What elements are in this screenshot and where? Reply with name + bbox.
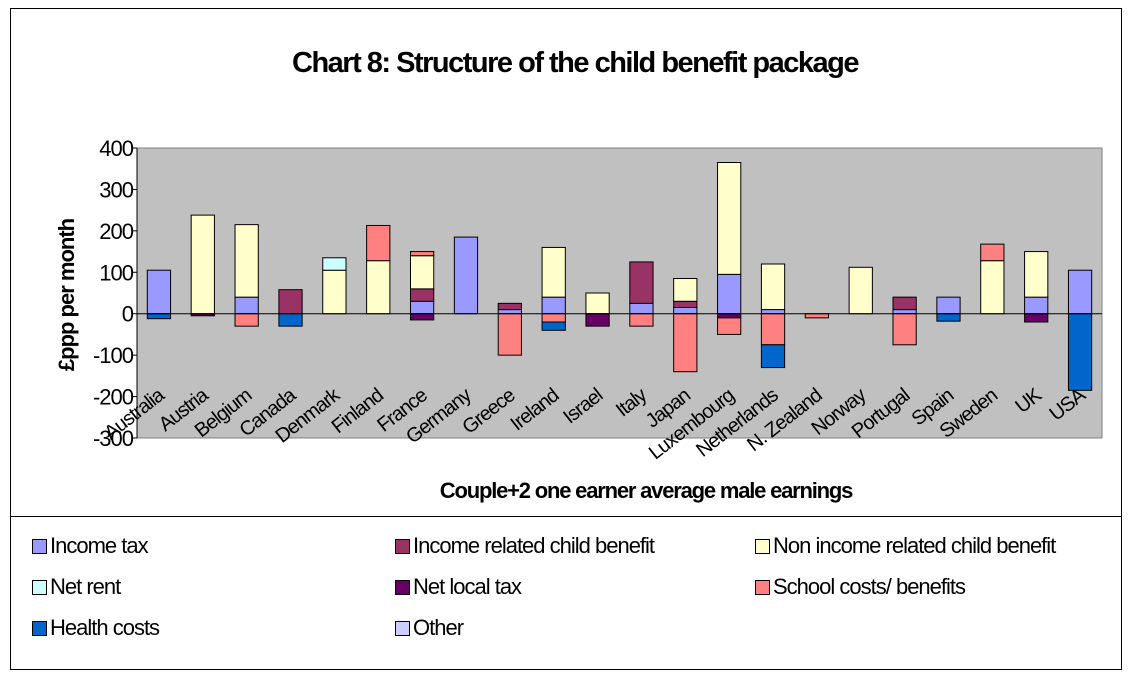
bar-segment (673, 307, 698, 315)
legend-label: Net rent (50, 574, 121, 599)
bar-segment (497, 302, 522, 311)
y-tick-label: 300 (99, 177, 133, 202)
bar-segment (1067, 313, 1093, 391)
bar-segment (497, 309, 522, 315)
bar-segment (322, 257, 347, 271)
legend: Income tax Income related child benefit No… (10, 516, 1122, 670)
legend-swatch (755, 579, 770, 595)
bar-segment (980, 243, 1005, 262)
legend-item: Income related child benefit (395, 533, 655, 559)
bar-segment (936, 313, 961, 322)
legend-label: School costs/ benefits (773, 574, 966, 599)
bar-segment (892, 309, 917, 315)
bar-segment (453, 236, 479, 315)
legend-swatch (32, 620, 47, 636)
bar-segment (541, 313, 566, 323)
x-axis-label: Couple+2 one earner average male earning… (440, 478, 853, 503)
legend-label: Income tax (50, 533, 149, 558)
bar-segment (1067, 269, 1093, 315)
bar-segment (717, 317, 742, 335)
legend-swatch (755, 538, 770, 554)
legend-item: Health costs (32, 615, 160, 641)
bar-segment (673, 300, 698, 308)
bar-segment (1024, 313, 1049, 323)
bar-segment (629, 313, 654, 327)
bar-segment (278, 313, 303, 327)
bar-segment (234, 296, 259, 315)
y-tick-label: -300 (93, 426, 134, 451)
bar-segment (585, 292, 610, 315)
bar-segment (409, 313, 435, 321)
bar-segment (541, 296, 566, 315)
y-axis-label: £ppp per month (54, 218, 79, 371)
bar-segment (409, 255, 435, 290)
bar-segment (980, 260, 1005, 315)
bar-segment (804, 313, 830, 319)
bar-segment (409, 300, 435, 315)
bar-segment (585, 313, 610, 327)
bar-segment (234, 224, 259, 298)
bar-segment (541, 321, 566, 331)
bar-segment (409, 288, 435, 302)
bar-segment (366, 260, 391, 315)
bar-segment (629, 302, 654, 315)
chart-title: Chart 8: Structure of the child benefit … (292, 47, 859, 79)
bar-segment (541, 246, 566, 298)
bar-segment (234, 313, 259, 327)
bar-segment (497, 313, 522, 356)
bars-layer (146, 162, 1093, 391)
bar-segment (366, 224, 391, 262)
legend-label: Other (413, 615, 464, 640)
y-tick-label: 100 (99, 260, 133, 285)
bar-segment (717, 313, 742, 319)
bar-segment (848, 266, 873, 315)
legend-swatch (395, 538, 410, 554)
y-tick-label: 400 (99, 136, 133, 161)
bar-segment (760, 344, 786, 369)
bar-segment (629, 261, 654, 304)
legend-item: School costs/ benefits (755, 574, 966, 600)
bar-segment (1024, 251, 1049, 298)
bar-segment (760, 263, 786, 311)
bar-segment (322, 269, 347, 315)
legend-item: Net local tax (395, 574, 522, 600)
legend-item: Non income related child benefit (755, 533, 1056, 559)
y-tick-label: 0 (122, 302, 134, 327)
bar-segment (936, 296, 961, 315)
legend-label: Health costs (50, 615, 160, 640)
legend-label: Net local tax (413, 574, 522, 599)
bar-segment (760, 313, 786, 346)
bar-segment (892, 296, 917, 311)
bar-segment (190, 214, 215, 315)
y-axis: -300 -200 -100 0 100 200 300 400 (93, 136, 137, 451)
legend-item: Net rent (32, 574, 121, 600)
bar-segment (673, 313, 698, 373)
bar-segment (892, 313, 917, 346)
legend-swatch (395, 579, 410, 595)
y-tick-label: -200 (93, 385, 134, 410)
legend-label: Income related child benefit (413, 533, 655, 558)
legend-item: Other (395, 615, 464, 641)
bar-segment (146, 313, 172, 320)
bar-segment (1024, 296, 1049, 315)
bar-segment (409, 251, 435, 257)
y-tick-label: -100 (93, 343, 134, 368)
legend-label: Non income related child benefit (773, 533, 1056, 558)
bar-segment (146, 269, 172, 315)
legend-swatch (32, 538, 47, 554)
bar-segment (717, 273, 742, 315)
legend-swatch (395, 620, 410, 636)
y-tick-label: 200 (99, 219, 133, 244)
bar-segment (278, 289, 303, 315)
bar-segment (673, 278, 698, 302)
bar-segment (717, 162, 742, 275)
legend-swatch (32, 579, 47, 595)
bar-segment (760, 309, 786, 315)
legend-item: Income tax (32, 533, 149, 559)
